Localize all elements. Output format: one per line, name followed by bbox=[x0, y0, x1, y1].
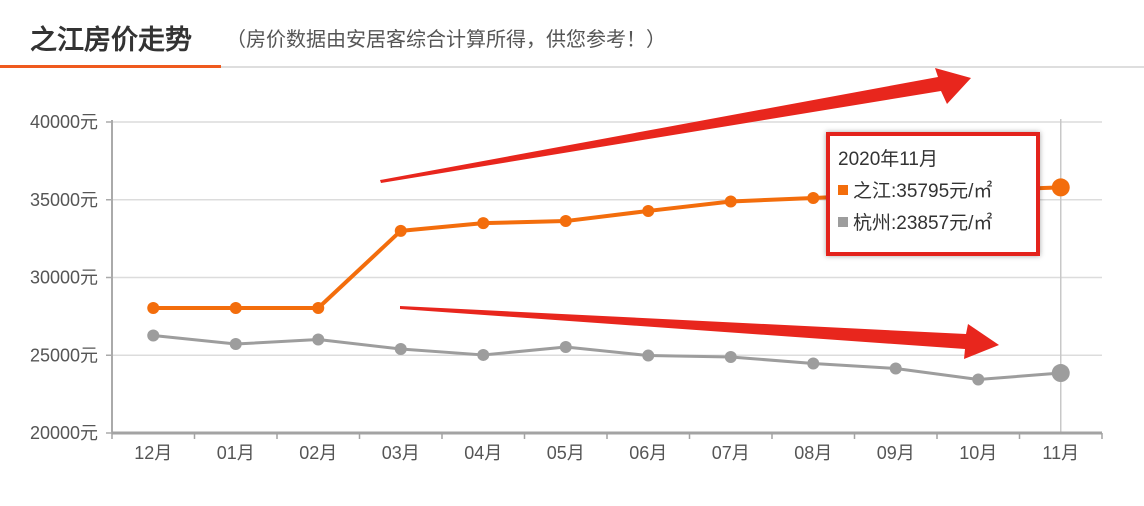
zhijiang-data-point[interactable] bbox=[147, 301, 160, 314]
chart-axes: 20000元 25000元 30000元 35000元 40000元 12月 01月 02月 0… bbox=[30, 112, 1103, 463]
hangzhou-data-point[interactable] bbox=[312, 333, 325, 346]
zhijiang-data-point[interactable] bbox=[559, 215, 572, 228]
tooltip-unit: 元/㎡ bbox=[949, 181, 993, 202]
tooltip-series-name: 之江 bbox=[853, 181, 892, 202]
tooltip-separator: : bbox=[891, 213, 897, 234]
zhijiang-data-point[interactable] bbox=[807, 192, 820, 205]
x-tick-label: 10月 bbox=[959, 443, 997, 463]
tooltip-row-zhijiang: 之江:35795元/㎡ bbox=[838, 176, 1036, 208]
x-tick-label: 06月 bbox=[629, 443, 667, 463]
x-tick-label: 12月 bbox=[134, 443, 172, 463]
hangzhou-data-point[interactable] bbox=[1051, 364, 1070, 383]
chart-tooltip: 2020年11月 之江:35795元/㎡ 杭州:23857元/㎡ bbox=[826, 132, 1040, 256]
x-tick-label: 03月 bbox=[382, 443, 420, 463]
y-tick-label: 25000元 bbox=[30, 345, 98, 365]
tooltip-title: 2020年11月 bbox=[838, 149, 938, 170]
rising-trend-arrow bbox=[380, 68, 971, 183]
zhijiang-data-point[interactable] bbox=[1051, 178, 1070, 197]
hangzhou-data-point[interactable] bbox=[394, 343, 407, 356]
falling-trend-arrow bbox=[400, 306, 999, 359]
hangzhou-data-point[interactable] bbox=[972, 373, 985, 386]
zhijiang-data-point[interactable] bbox=[229, 301, 242, 314]
tooltip-row-hangzhou: 杭州:23857元/㎡ bbox=[838, 208, 1036, 240]
chart-title: 之江房价走势 bbox=[30, 25, 192, 55]
tooltip-value: 23857 bbox=[896, 213, 950, 234]
y-tick-label: 30000元 bbox=[30, 268, 98, 288]
header-divider bbox=[0, 66, 1144, 68]
hangzhou-data-point[interactable] bbox=[229, 338, 242, 351]
hangzhou-data-point[interactable] bbox=[147, 329, 160, 342]
hangzhou-series-marker bbox=[838, 216, 848, 227]
x-tick-label: 07月 bbox=[712, 443, 750, 463]
x-tick-label: 05月 bbox=[547, 443, 585, 463]
y-tick-label: 35000元 bbox=[30, 190, 98, 210]
hangzhou-data-point[interactable] bbox=[889, 362, 902, 375]
hangzhou-data-point[interactable] bbox=[807, 357, 820, 370]
tooltip-separator: : bbox=[891, 181, 897, 202]
trend-annotations bbox=[380, 68, 999, 359]
tooltip-value: 35795 bbox=[896, 181, 950, 202]
x-tick-label: 11月 bbox=[1042, 443, 1079, 463]
x-tick-label: 08月 bbox=[794, 443, 832, 463]
x-tick-label: 09月 bbox=[877, 443, 915, 463]
chart-subtitle: （房价数据由安居客综合计算所得，供您参考！） bbox=[226, 29, 666, 51]
zhijiang-data-point[interactable] bbox=[394, 224, 407, 237]
x-tick-label: 01月 bbox=[217, 443, 255, 463]
y-tick-label: 20000元 bbox=[30, 423, 98, 443]
hangzhou-data-point[interactable] bbox=[724, 350, 737, 363]
title-accent-underline bbox=[0, 65, 221, 68]
x-tick-label: 02月 bbox=[299, 443, 337, 463]
y-tick-label: 40000元 bbox=[30, 112, 98, 132]
zhijiang-data-point[interactable] bbox=[477, 217, 490, 230]
zhijiang-series-marker bbox=[838, 184, 848, 195]
tooltip-series-name: 杭州 bbox=[853, 213, 892, 234]
zhijiang-data-point[interactable] bbox=[724, 195, 737, 208]
x-tick-label: 04月 bbox=[464, 443, 502, 463]
tooltip-unit: 元/㎡ bbox=[949, 213, 993, 234]
hangzhou-data-point[interactable] bbox=[477, 348, 490, 361]
zhijiang-data-point[interactable] bbox=[312, 301, 325, 314]
zhijiang-data-point[interactable] bbox=[642, 204, 655, 217]
hangzhou-data-point[interactable] bbox=[559, 341, 572, 354]
hangzhou-data-point[interactable] bbox=[642, 349, 655, 362]
hangzhou-price-line bbox=[151, 334, 1063, 382]
